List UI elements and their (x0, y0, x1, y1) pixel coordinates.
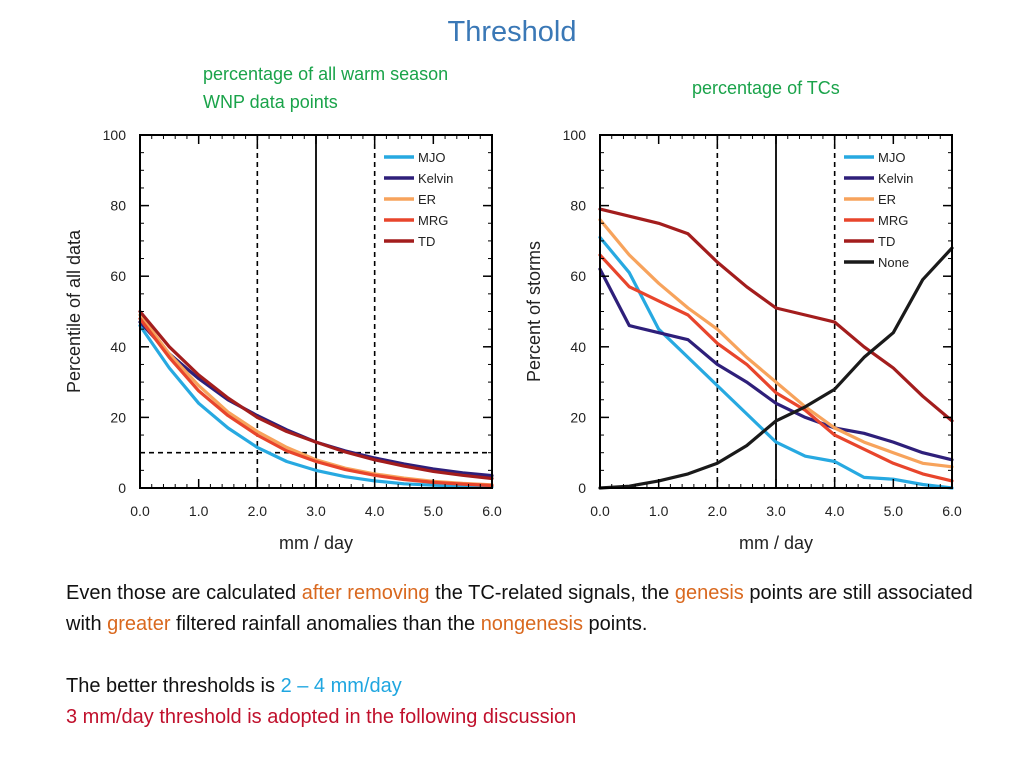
chart2-x-axis-label: mm / day (739, 533, 813, 553)
slide-title: Threshold (447, 16, 577, 48)
chart2-y-axis-label: Percent of storms (524, 241, 544, 382)
chart2-legend-label-mrg: MRG (878, 213, 908, 228)
chart2-ytick-label: 40 (570, 339, 586, 355)
body-text: Even those are calculated after removing… (66, 578, 986, 733)
chart1-series-td-line (138, 309, 494, 481)
paragraph-findings: Even those are calculated after removing… (66, 578, 986, 640)
chart1-legend-label-td: TD (418, 234, 435, 249)
paragraph-thresholds: The better thresholds is 2 – 4 mm/day (66, 671, 986, 702)
chart2-xtick-label: 1.0 (649, 503, 669, 519)
chart2-xtick-label: 6.0 (942, 503, 962, 519)
chart1-xtick-label: 0.0 (130, 503, 150, 519)
chart2-xtick-label: 3.0 (766, 503, 786, 519)
chart2-ytick-label: 60 (570, 268, 586, 284)
chart2-xtick-label: 4.0 (825, 503, 845, 519)
chart1-ytick-label: 40 (110, 339, 126, 355)
chart1-xtick-label: 1.0 (189, 503, 209, 519)
annotation-all-data: percentage of all warm season WNP data p… (203, 64, 449, 112)
chart2-legend-label-td: TD (878, 234, 895, 249)
text-run: Even those are calculated (66, 582, 302, 604)
chart1-xtick-label: 3.0 (306, 503, 326, 519)
chart1-xtick-label: 5.0 (424, 503, 444, 519)
chart1-legend-label-kelvin: Kelvin (418, 171, 453, 186)
chart2-legend-label-none: None (878, 255, 909, 270)
chart2-legend-label-mjo: MJO (878, 150, 905, 165)
chart1-xtick-label: 4.0 (365, 503, 385, 519)
chart1-legend-label-er: ER (418, 192, 436, 207)
chart2-legend-label-kelvin: Kelvin (878, 171, 913, 186)
chart2-ytick-label: 100 (563, 127, 587, 143)
text-run: The better thresholds is (66, 675, 281, 697)
highlight-greater: greater (107, 613, 171, 635)
chart2-ytick-label: 80 (570, 198, 586, 214)
chart2-series-er-line (598, 218, 954, 469)
chart2-ytick-label: 20 (570, 409, 586, 425)
chart1-legend-label-mrg: MRG (418, 213, 448, 228)
chart2-ytick-label: 0 (578, 480, 586, 496)
paragraph-adopted-threshold: 3 mm/day threshold is adopted in the fol… (66, 706, 577, 728)
chart2-xtick-label: 5.0 (884, 503, 904, 519)
highlight-genesis: genesis (674, 582, 744, 604)
chart2-series-mrg-line (598, 253, 954, 483)
highlight-after-removing: after removing (301, 582, 430, 604)
chart-percent-of-storms: 0.0 1.0 2.0 3.0 4.0 5.0 6.0 0 20 40 60 80 100 mm / da… (524, 127, 962, 553)
text-run: points. (583, 613, 648, 635)
highlight-nongenesis: nongenesis (480, 613, 583, 635)
text-run: filtered rainfall anomalies than the (170, 613, 481, 635)
chart2-xtick-label: 0.0 (590, 503, 610, 519)
highlight-threshold-range: 2 – 4 mm/day (280, 675, 402, 697)
chart1-ytick-label: 80 (110, 198, 126, 214)
text-run: the TC-related signals, the (429, 582, 675, 604)
chart-percentile-all-data: 0.0 1.0 2.0 3.0 4.0 5.0 6.0 0 20 40 60 80 100 mm / da… (64, 127, 502, 553)
chart1-legend-label-mjo: MJO (418, 150, 445, 165)
chart2-xtick-label: 2.0 (708, 503, 728, 519)
chart2-legend-label-er: ER (878, 192, 896, 207)
chart1-y-axis-label: Percentile of all data (64, 229, 84, 393)
chart1-ytick-label: 0 (118, 480, 126, 496)
chart1-x-axis-label: mm / day (279, 533, 353, 553)
chart2-series-td-line (598, 207, 954, 423)
text-run: points are still associated with (66, 582, 973, 635)
chart1-ytick-label: 100 (103, 127, 127, 143)
chart2-series-kelvin-line (598, 267, 954, 462)
annotation-tcs: percentage of TCs (692, 78, 840, 98)
chart1-xtick-label: 6.0 (482, 503, 502, 519)
chart1-xtick-label: 2.0 (248, 503, 268, 519)
chart1-ytick-label: 20 (110, 409, 126, 425)
chart1-ytick-label: 60 (110, 268, 126, 284)
